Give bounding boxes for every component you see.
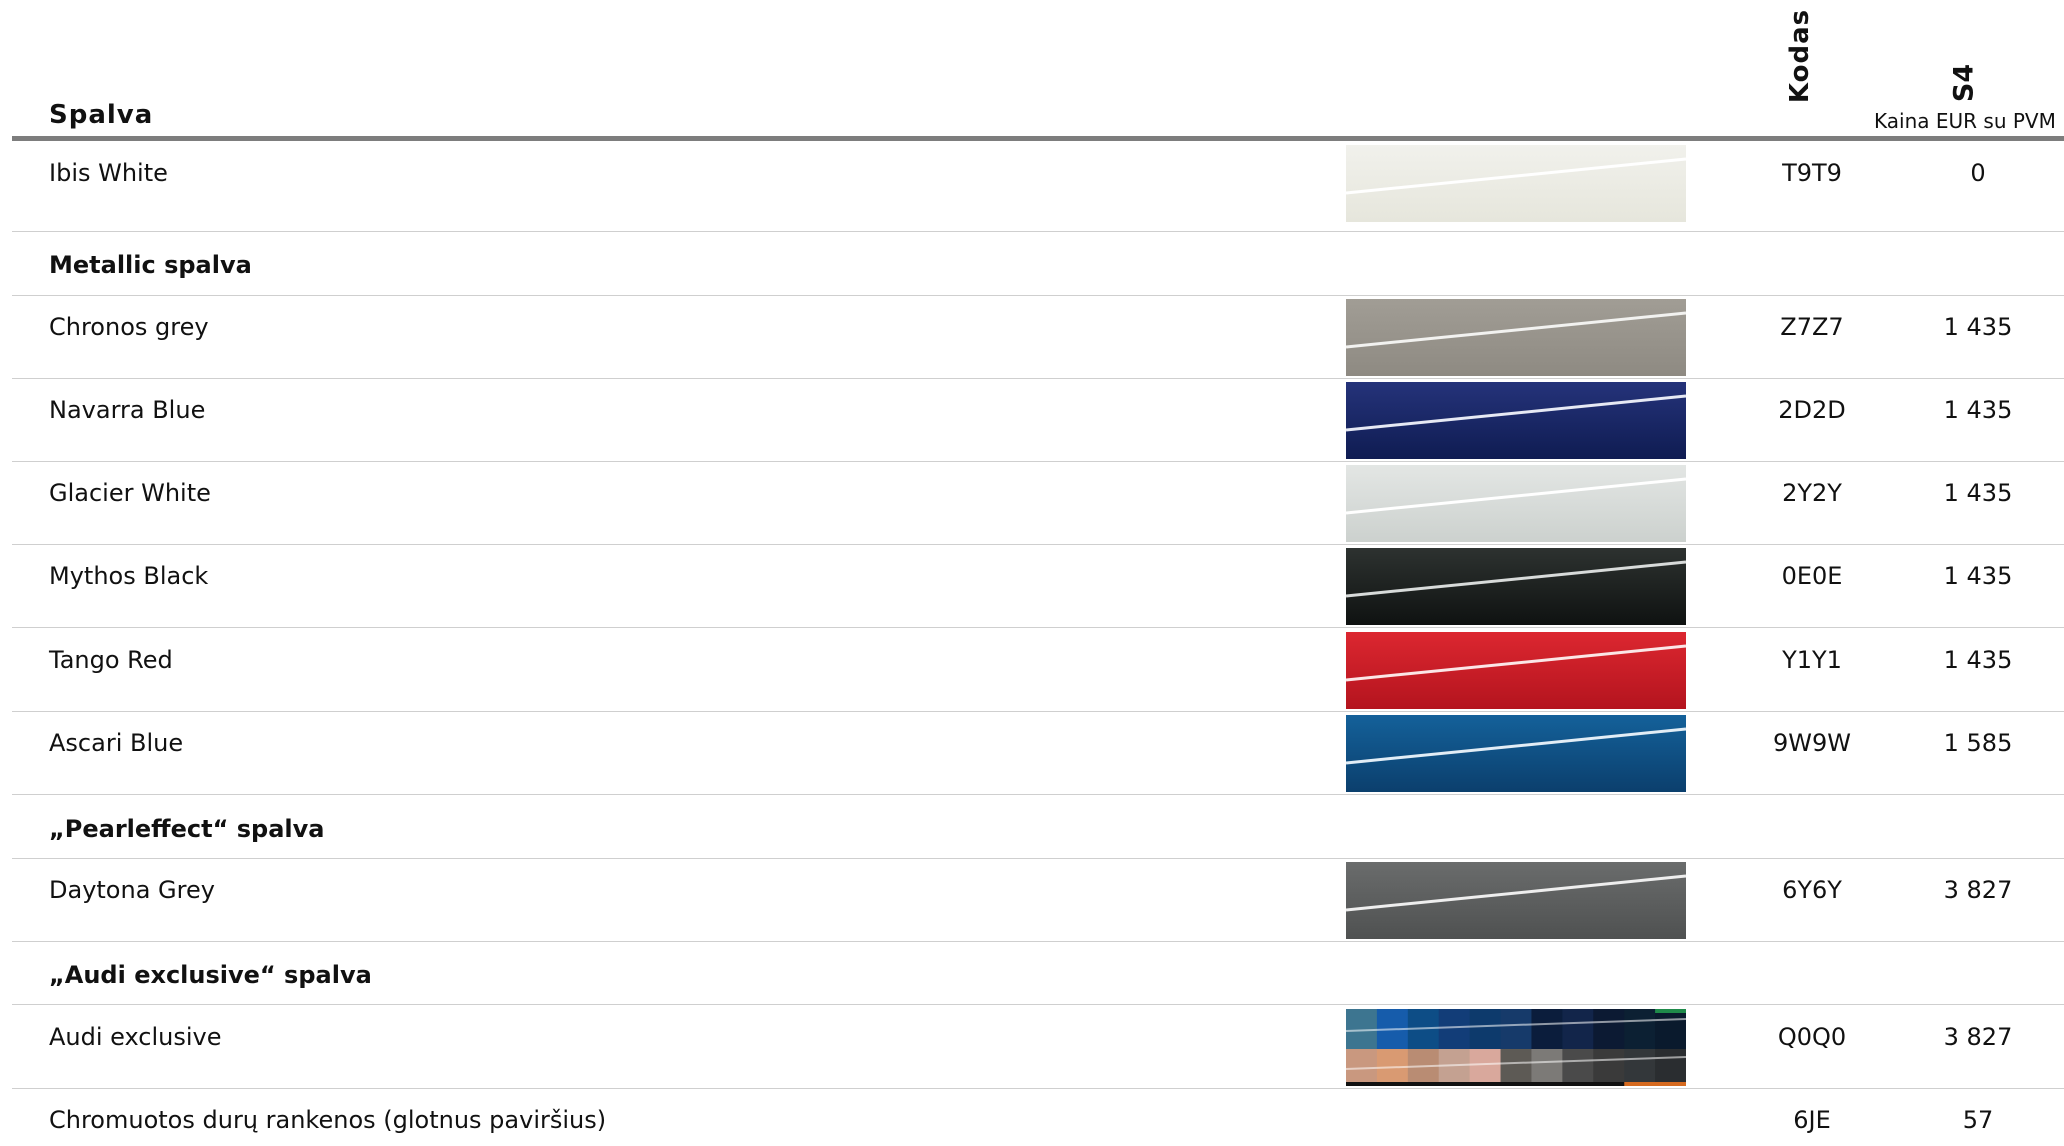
color-name: Chromuotos durų rankenos (glotnus pavirš… (49, 1106, 607, 1134)
color-name: Mythos Black (49, 562, 209, 590)
section-title: „Audi exclusive“ spalva (49, 961, 372, 989)
color-price: 3 827 (1943, 876, 2013, 904)
color-code: 6JE (1793, 1106, 1831, 1134)
color-name: Tango Red (49, 646, 173, 674)
color-name: Chronos grey (49, 313, 209, 341)
color-price: 1 435 (1943, 396, 2013, 424)
color-swatch (1346, 299, 1686, 376)
color-swatch (1346, 862, 1686, 939)
color-name: Glacier White (49, 479, 211, 507)
color-code: Q0Q0 (1777, 1023, 1847, 1051)
price-caption: Kaina EUR su PVM (1874, 109, 2056, 133)
color-row: Navarra Blue 2D2D 1 435 (12, 378, 2064, 462)
color-price: 57 (1962, 1106, 1994, 1134)
color-swatch (1346, 382, 1686, 459)
color-row: Chronos grey Z7Z7 1 435 (12, 295, 2064, 379)
header-divider (12, 136, 2064, 141)
color-swatch (1346, 465, 1686, 542)
section-header: „Audi exclusive“ spalva (12, 941, 2064, 1005)
model-column-header: S4 (1944, 60, 1984, 106)
color-code: 2Y2Y (1782, 479, 1842, 507)
color-code: 6Y6Y (1782, 876, 1842, 904)
page-title: Spalva (49, 100, 154, 130)
color-swatch (1346, 632, 1686, 709)
color-price: 1 435 (1943, 313, 2013, 341)
code-column-header: Kodas (1782, 8, 1818, 104)
color-name: Ibis White (49, 159, 168, 187)
color-row: Chromuotos durų rankenos (glotnus pavirš… (12, 1088, 2064, 1146)
color-row: Mythos Black 0E0E 1 435 (12, 544, 2064, 628)
color-price: 1 435 (1943, 562, 2013, 590)
color-row: Daytona Grey 6Y6Y 3 827 (12, 858, 2064, 942)
color-price: 1 585 (1943, 729, 2013, 757)
section-title: „Pearleffect“ spalva (49, 815, 325, 843)
color-swatch (1346, 145, 1686, 222)
color-row: Tango Red Y1Y1 1 435 (12, 628, 2064, 712)
color-row: Audi exclusive Q0Q0 3 827 (12, 1005, 2064, 1089)
color-code: 0E0E (1781, 562, 1843, 590)
color-code: Y1Y1 (1782, 646, 1842, 674)
color-row: Glacier White 2Y2Y 1 435 (12, 461, 2064, 545)
color-row: Ibis White T9T9 0 (12, 141, 2064, 232)
color-code: T9T9 (1782, 159, 1842, 187)
color-row: Ascari Blue 9W9W 1 585 (12, 711, 2064, 795)
color-price: 1 435 (1943, 479, 2013, 507)
color-name: Audi exclusive (49, 1023, 222, 1051)
color-price: 0 (1970, 159, 1986, 187)
color-price: 3 827 (1943, 1023, 2013, 1051)
color-name: Navarra Blue (49, 396, 206, 424)
section-header: Metallic spalva (12, 231, 2064, 296)
model-column-label: S4 (1948, 63, 1980, 103)
color-code: 9W9W (1773, 729, 1851, 757)
color-name: Ascari Blue (49, 729, 184, 757)
section-header: „Pearleffect“ spalva (12, 795, 2064, 859)
color-swatch (1346, 715, 1686, 792)
code-column-label: Kodas (1785, 8, 1815, 104)
section-title: Metallic spalva (49, 251, 252, 279)
color-code: 2D2D (1778, 396, 1846, 424)
color-name: Daytona Grey (49, 876, 215, 904)
color-swatch (1346, 548, 1686, 625)
color-swatch (1346, 1009, 1686, 1086)
color-code: Z7Z7 (1780, 313, 1844, 341)
color-price: 1 435 (1943, 646, 2013, 674)
